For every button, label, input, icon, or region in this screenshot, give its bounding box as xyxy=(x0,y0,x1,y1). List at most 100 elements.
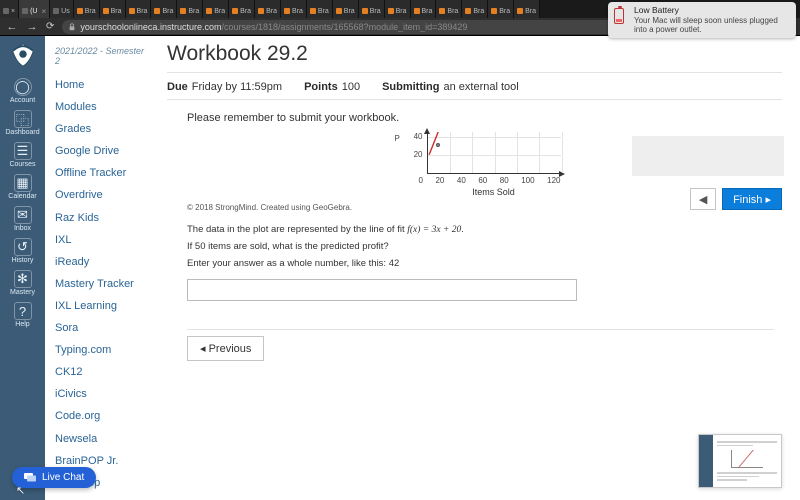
chart-y-axis-label: P xyxy=(395,134,400,143)
browser-tab[interactable]: Bra xyxy=(307,0,333,18)
rail-item-label: Inbox xyxy=(14,225,31,232)
nav-link[interactable]: Google Drive xyxy=(55,140,145,162)
question-line-2: If 50 items are sold, what is the predic… xyxy=(187,241,774,252)
browser-tab[interactable]: Bra xyxy=(488,0,514,18)
browser-tab[interactable]: Us xyxy=(50,0,74,18)
browser-tab[interactable]: Bra xyxy=(203,0,229,18)
items-sold-chart: P 2040 020406080100120 Items Sold xyxy=(401,132,561,197)
page-thumbnail-preview[interactable] xyxy=(698,434,782,488)
chart-y-tick: 20 xyxy=(414,150,423,159)
nav-link[interactable]: IXL Learning xyxy=(55,295,145,317)
nav-link[interactable]: Overdrive xyxy=(55,184,145,206)
cursor-icon: ↖ xyxy=(16,484,25,497)
browser-tab[interactable]: Bra xyxy=(436,0,462,18)
back-button[interactable]: ← xyxy=(6,21,18,33)
chart-x-tick: 100 xyxy=(521,176,534,185)
browser-tab[interactable]: Bra xyxy=(411,0,437,18)
notification-title: Low Battery xyxy=(634,6,790,16)
nav-link[interactable]: Sora xyxy=(55,317,145,339)
answer-input[interactable] xyxy=(187,279,577,301)
browser-tab[interactable]: Bra xyxy=(514,0,540,18)
nav-link[interactable]: Newsela xyxy=(55,428,145,450)
nav-link[interactable]: Code.org xyxy=(55,405,145,427)
chart-x-tick: 0 xyxy=(419,176,423,185)
browser-tab[interactable]: Bra xyxy=(255,0,281,18)
chart-x-tick: 20 xyxy=(435,176,444,185)
courses-icon: ☰ xyxy=(14,142,32,160)
nav-link[interactable]: Mastery Tracker xyxy=(55,273,145,295)
rail-item-account[interactable]: ◯Account xyxy=(5,78,39,104)
nav-link[interactable]: CK12 xyxy=(55,361,145,383)
nav-link[interactable]: iReady xyxy=(55,251,145,273)
battery-icon xyxy=(614,8,624,24)
forward-button[interactable]: → xyxy=(26,21,38,33)
nav-link[interactable]: Raz Kids xyxy=(55,207,145,229)
rail-item-label: Courses xyxy=(9,161,35,168)
rail-item-history[interactable]: ↺History xyxy=(5,238,39,264)
nav-link[interactable]: Modules xyxy=(55,96,145,118)
inbox-icon: ✉ xyxy=(14,206,32,224)
nav-link[interactable]: IXL xyxy=(55,229,145,251)
browser-tab[interactable]: Bra xyxy=(385,0,411,18)
browser-tab[interactable]: Bra xyxy=(177,0,203,18)
rail-item-help[interactable]: ?Help xyxy=(5,302,39,328)
chart-x-tick: 80 xyxy=(500,176,509,185)
nav-link[interactable]: Typing.com xyxy=(55,339,145,361)
school-logo[interactable] xyxy=(9,42,37,68)
url-text: yourschoolonlineca.instructure.com/cours… xyxy=(80,22,467,32)
copyright-text: © 2018 StrongMind. Created using GeoGebr… xyxy=(187,203,774,212)
main-content: Workbook 29.2 DueFriday by 11:59pm Point… xyxy=(155,36,800,500)
chart-data-point[interactable] xyxy=(436,143,440,147)
fit-line xyxy=(428,132,561,173)
dashboard-icon: ⿻ xyxy=(14,110,32,128)
chart-x-tick: 60 xyxy=(478,176,487,185)
account-icon: ◯ xyxy=(14,78,32,96)
divider xyxy=(167,72,782,73)
chart-y-tick: 40 xyxy=(414,132,423,141)
rail-item-label: Calendar xyxy=(8,193,36,200)
rail-item-label: Help xyxy=(15,321,29,328)
browser-tab[interactable]: Bra xyxy=(462,0,488,18)
rail-item-label: History xyxy=(12,257,34,264)
nav-link[interactable]: PHET Interactive xyxy=(55,494,145,500)
page-title: Workbook 29.2 xyxy=(167,42,782,66)
browser-tab[interactable]: Bra xyxy=(126,0,152,18)
mastery-icon: ✻ xyxy=(14,270,32,288)
rail-item-label: Mastery xyxy=(10,289,35,296)
browser-tab[interactable]: Bra xyxy=(151,0,177,18)
rail-item-courses[interactable]: ☰Courses xyxy=(5,142,39,168)
browser-tab[interactable]: × xyxy=(0,0,19,18)
rail-item-calendar[interactable]: ▦Calendar xyxy=(5,174,39,200)
nav-link[interactable]: Home xyxy=(55,74,145,96)
browser-tab[interactable]: Bra xyxy=(74,0,100,18)
browser-tab[interactable]: Bra xyxy=(100,0,126,18)
rail-item-mastery[interactable]: ✻Mastery xyxy=(5,270,39,296)
term-label: 2021/2022 - Semester 2 xyxy=(55,46,145,66)
chart-x-tick: 40 xyxy=(457,176,466,185)
previous-button[interactable]: ◂ Previous xyxy=(187,336,264,361)
browser-tab[interactable]: (U× xyxy=(19,0,50,18)
nav-link[interactable]: Grades xyxy=(55,118,145,140)
chart-x-axis-title: Items Sold xyxy=(427,187,561,197)
nav-link[interactable]: Offline Tracker xyxy=(55,162,145,184)
nav-link[interactable]: iCivics xyxy=(55,383,145,405)
rail-item-label: Dashboard xyxy=(5,129,39,136)
divider xyxy=(187,329,774,330)
browser-tab[interactable]: Bra xyxy=(281,0,307,18)
global-nav-rail: ◯Account ⿻Dashboard ☰Courses ▦Calendar ✉Inbo… xyxy=(0,36,45,500)
question-line-3: Enter your answer as a whole number, lik… xyxy=(187,258,774,269)
low-battery-notification: Low Battery Your Mac will sleep soon unl… xyxy=(608,2,796,38)
rail-item-dashboard[interactable]: ⿻Dashboard xyxy=(5,110,39,136)
browser-tab[interactable]: Bra xyxy=(333,0,359,18)
course-side-nav: 2021/2022 - Semester 2 HomeModulesGrades… xyxy=(45,36,155,500)
browser-tab[interactable]: Bra xyxy=(359,0,385,18)
calendar-icon: ▦ xyxy=(14,174,32,192)
reload-button[interactable]: ⟳ xyxy=(46,21,54,32)
chart-x-tick: 120 xyxy=(547,176,560,185)
reminder-text: Please remember to submit your workbook. xyxy=(187,112,774,124)
notification-body: Your Mac will sleep soon unless plugged … xyxy=(634,16,790,34)
help-icon: ? xyxy=(14,302,32,320)
rail-item-inbox[interactable]: ✉Inbox xyxy=(5,206,39,232)
browser-tab[interactable]: Bra xyxy=(229,0,255,18)
chat-icon xyxy=(24,473,36,483)
